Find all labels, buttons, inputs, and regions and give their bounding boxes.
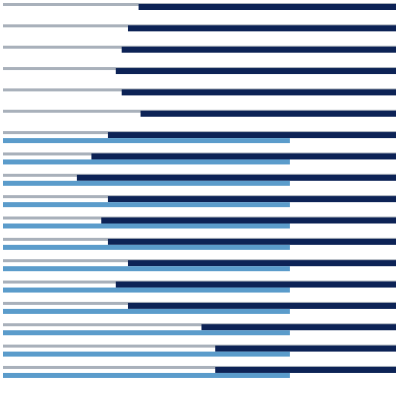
bar-lightblue-14	[3, 287, 290, 293]
bar-gray-17	[3, 344, 396, 348]
bar-navy-4	[115, 68, 396, 75]
bar-navy-6	[140, 110, 396, 117]
bar-lightblue-16	[3, 330, 290, 336]
bar-lightblue-10	[3, 202, 290, 208]
bar-navy-7	[107, 132, 397, 139]
bar-lightblue-15	[3, 308, 290, 314]
bar-navy-14	[115, 281, 396, 288]
bar-rows	[3, 3, 397, 378]
bar-navy-9	[76, 174, 396, 181]
bar-navy-16	[201, 324, 396, 331]
bar-navy-13	[127, 260, 396, 267]
bar-navy-17	[215, 345, 396, 352]
bar-lightblue-11	[3, 223, 290, 229]
bar-navy-5	[121, 89, 396, 96]
bar-lightblue-13	[3, 266, 290, 272]
bar-gray-18	[3, 365, 396, 369]
bar-gray-16	[3, 323, 396, 327]
bar-navy-15	[127, 302, 396, 309]
bar-navy-11	[101, 217, 396, 224]
bar-navy-18	[215, 366, 396, 373]
bar-lightblue-7	[3, 138, 290, 144]
bar-navy-10	[107, 196, 397, 203]
bar-lightblue-9	[3, 180, 290, 186]
bar-navy-3	[121, 46, 396, 53]
bar-lightblue-12	[3, 244, 290, 250]
bar-navy-8	[91, 153, 396, 160]
bar-navy-1	[138, 4, 396, 10]
bar-navy-12	[107, 238, 397, 245]
bar-lightblue-17	[3, 351, 290, 357]
bar-lightblue-8	[3, 159, 290, 165]
bar-navy-2	[127, 25, 396, 32]
bar-lightblue-18	[3, 372, 290, 378]
